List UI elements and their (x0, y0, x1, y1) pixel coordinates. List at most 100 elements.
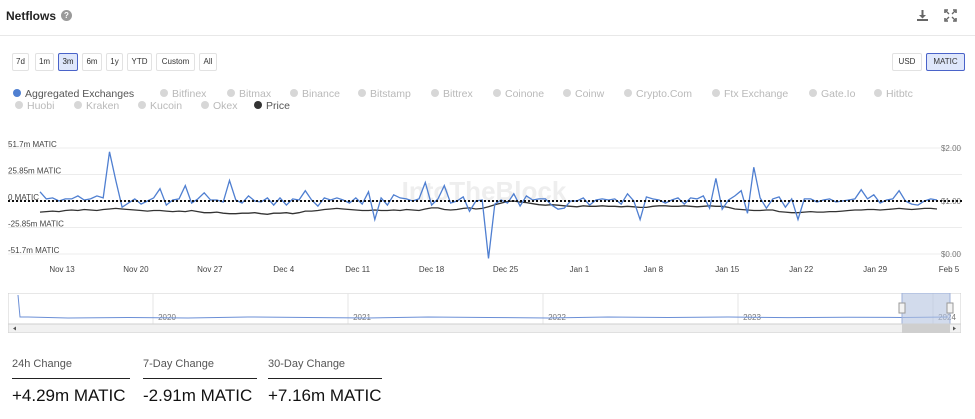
legend-dot-icon (160, 89, 168, 97)
page-title: Netflows (6, 9, 57, 23)
legend-dot-icon (290, 89, 298, 97)
legend-dot-icon (712, 89, 720, 97)
unit-usd-button[interactable]: USD (892, 53, 922, 71)
legend-item-okex[interactable]: Okex (201, 100, 238, 112)
x-tick-label: Nov 20 (123, 265, 149, 274)
expand-icon[interactable] (944, 9, 957, 22)
legend-item-huobi[interactable]: Huobi (15, 100, 54, 112)
navigator-frame (8, 293, 961, 325)
x-tick-label: Dec 25 (493, 265, 519, 274)
legend-label: Bitfinex (172, 88, 207, 100)
navigator-selection[interactable] (901, 293, 951, 325)
navigator-series-line (17, 294, 949, 319)
legend-label: Huobi (27, 100, 55, 112)
help-icon[interactable]: ? (61, 10, 72, 21)
x-tick-label: Dec 4 (273, 265, 294, 274)
legend-dot-icon (254, 101, 262, 109)
legend-label: Crypto.Com (636, 88, 693, 100)
y-left-tick-label: 51.7m MATIC (8, 140, 57, 149)
y-left-tick-label: 25.85m MATIC (8, 167, 61, 176)
legend-item-ftx-exchange[interactable]: Ftx Exchange (712, 88, 788, 100)
legend-dot-icon (13, 89, 21, 97)
y-right-tick-label: $2.00 (941, 144, 962, 153)
range-all-button[interactable]: All (199, 53, 217, 71)
x-axis: Nov 13 Nov 20 Nov 27 Dec 4 Dec 11 Dec 18 Dec 2… (49, 265, 959, 274)
stat-7d: 7-Day Change -2.91m MATIC (143, 358, 257, 405)
legend-dot-icon (563, 89, 571, 97)
legend-item-bitfinex[interactable]: Bitfinex (160, 88, 206, 100)
stat-value: +4.29m MATIC (12, 386, 126, 405)
range-3m-button[interactable]: 3m (58, 53, 78, 71)
stat-value: -2.91m MATIC (143, 386, 253, 405)
navigator-handle-left[interactable] (898, 302, 906, 314)
download-icon[interactable] (916, 9, 929, 22)
legend-dot-icon (809, 89, 817, 97)
legend-dot-icon (138, 101, 146, 109)
header: Netflows ? (0, 0, 975, 36)
stat-divider (143, 378, 257, 379)
legend-dot-icon (15, 101, 23, 109)
stat-value: +7.16m MATIC (268, 386, 382, 405)
scroll-right-icon[interactable] (953, 326, 956, 331)
navigator-scrollbar-thumb[interactable] (902, 324, 950, 333)
legend-item-bitmax[interactable]: Bitmax (227, 88, 271, 100)
x-tick-label: Feb 5 (939, 265, 960, 274)
navigator-handle-right[interactable] (946, 302, 954, 314)
legend-item-binance[interactable]: Binance (290, 88, 340, 100)
legend-dot-icon (431, 89, 439, 97)
x-tick-label: Nov 27 (197, 265, 223, 274)
legend-item-kucoin[interactable]: Kucoin (138, 100, 182, 112)
legend-item-kraken[interactable]: Kraken (74, 100, 119, 112)
legend-item-hitbtc[interactable]: Hitbtc (874, 88, 913, 100)
x-tick-label: Jan 1 (570, 265, 590, 274)
stat-divider (268, 378, 382, 379)
legend-label: Ftx Exchange (724, 88, 789, 100)
range-ytd-button[interactable]: YTD (127, 53, 152, 71)
legend-label: Kucoin (150, 100, 183, 112)
scroll-left-icon[interactable] (13, 326, 16, 331)
legend-label: Okex (213, 100, 238, 112)
legend-item-crypto-com[interactable]: Crypto.Com (624, 88, 692, 100)
legend-item-coinone[interactable]: Coinone (493, 88, 544, 100)
y-axis-right: $2.00 $1.00 $0.00 (941, 144, 962, 259)
range-1y-button[interactable]: 1y (106, 53, 123, 71)
range-1m-button[interactable]: 1m (35, 53, 54, 71)
legend-item-aggregated-exchanges[interactable]: Aggregated Exchanges (13, 88, 134, 100)
range-custom-button[interactable]: Custom (156, 53, 195, 71)
legend-label: Bitmax (239, 88, 272, 100)
y-right-tick-label: $1.00 (941, 197, 962, 206)
x-tick-label: Jan 15 (715, 265, 740, 274)
range-6m-button[interactable]: 6m (82, 53, 102, 71)
legend-label: Aggregated Exchanges (25, 88, 135, 100)
price-series-line (39, 200, 938, 215)
range-navigator[interactable]: 20202021202220232024 (8, 293, 961, 333)
legend-item-gate-io[interactable]: Gate.Io (809, 88, 855, 100)
legend-dot-icon (358, 89, 366, 97)
stat-label: 24h Change (12, 358, 72, 370)
legend-item-bitstamp[interactable]: Bitstamp (358, 88, 411, 100)
y-left-tick-label: -25.85m MATIC (8, 220, 64, 229)
legend-label: Kraken (86, 100, 120, 112)
legend-label: Price (266, 100, 290, 112)
stat-divider (12, 378, 130, 379)
y-left-tick-label: -51.7m MATIC (8, 246, 60, 255)
legend-label: Bitstamp (370, 88, 411, 100)
legend-item-bittrex[interactable]: Bittrex (431, 88, 473, 100)
x-tick-label: Jan 8 (644, 265, 664, 274)
legend-dot-icon (227, 89, 235, 97)
range-7d-button[interactable]: 7d (12, 53, 29, 71)
legend-dot-icon (201, 101, 209, 109)
legend-label: Gate.Io (821, 88, 856, 100)
navigator-scrollbar[interactable] (8, 323, 961, 333)
unit-matic-button[interactable]: MATIC (926, 53, 965, 71)
legend-dot-icon (74, 101, 82, 109)
legend-item-coinw[interactable]: Coinw (563, 88, 604, 100)
legend-label: Coinw (575, 88, 605, 100)
stat-30d: 30-Day Change +7.16m MATIC (268, 358, 382, 405)
legend-item-price[interactable]: Price (254, 100, 290, 112)
x-tick-label: Jan 22 (789, 265, 814, 274)
legend-dot-icon (493, 89, 501, 97)
y-axis-left: 51.7m MATIC 25.85m MATIC 0 MATIC -25.85m MA… (8, 140, 64, 255)
y-right-tick-label: $0.00 (941, 250, 962, 259)
